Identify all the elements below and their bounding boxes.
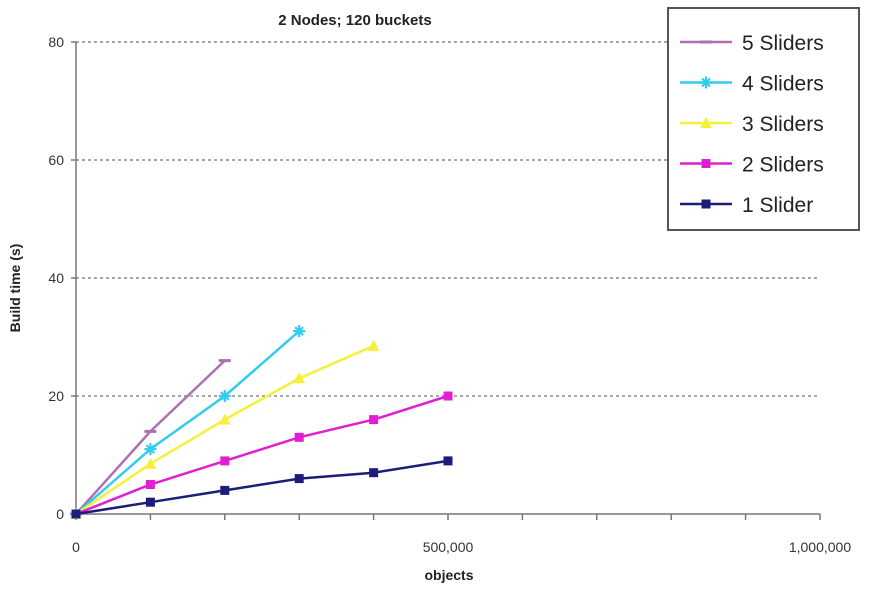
data-point-1-slider (443, 456, 453, 466)
y-tick-label: 60 (48, 152, 64, 168)
x-axis-ticks: 0 500,000 1,000,000 (72, 514, 851, 555)
legend-label: 5 Sliders (742, 32, 824, 55)
data-point-1-slider (294, 474, 304, 484)
legend-item-2-sliders: 2 Sliders (680, 154, 824, 177)
series-1-slider (71, 456, 453, 519)
x-tick-label: 1,000,000 (789, 539, 851, 555)
x-tick-label: 0 (72, 539, 80, 555)
legend-swatch-marker (701, 199, 711, 209)
legend-item-3-sliders: 3 Sliders (680, 113, 824, 136)
y-tick-label: 20 (48, 388, 64, 404)
series-5-sliders (70, 359, 231, 516)
series-line-4-sliders (75, 330, 301, 515)
data-point-1-slider (145, 497, 155, 507)
legend-label: 1 Slider (742, 194, 813, 217)
data-point-3-sliders (367, 339, 380, 351)
y-axis-title: Build time (s) (7, 244, 23, 333)
chart-title: 2 Nodes; 120 buckets (278, 12, 431, 29)
data-point-1-slider (71, 509, 81, 519)
legend-label: 2 Sliders (742, 154, 824, 177)
series-line-2-sliders (75, 394, 449, 516)
data-point-2-sliders (369, 415, 379, 425)
data-point-2-sliders (145, 480, 155, 489)
y-tick-label: 40 (48, 270, 64, 286)
series-lines (70, 325, 453, 520)
legend-swatch-marker (701, 159, 711, 168)
legend-item-4-sliders: 4 Sliders (680, 73, 824, 96)
x-axis-title: objects (424, 567, 473, 583)
legend-swatch-marker (700, 76, 712, 89)
legend-swatch-marker (700, 117, 712, 128)
series-line-5-sliders (75, 359, 226, 515)
y-tick-label: 80 (48, 34, 64, 50)
data-point-1-slider (220, 485, 230, 495)
y-tick-label: 0 (56, 506, 64, 522)
y-axis-ticks: 0 20 40 60 80 (48, 34, 76, 522)
data-point-2-sliders (220, 456, 230, 466)
series-line-1-slider (75, 459, 449, 516)
series-4-sliders (70, 325, 306, 520)
data-point-4-sliders (218, 390, 231, 402)
data-point-3-sliders (218, 413, 231, 425)
data-point-3-sliders (144, 457, 157, 469)
legend-box (667, 7, 860, 231)
legend-item-1-slider: 1 Slider (680, 194, 813, 217)
data-point-2-sliders (294, 432, 304, 442)
data-point-1-slider (369, 468, 379, 478)
data-point-4-sliders (293, 325, 306, 338)
legend-item-5-sliders: 5 Sliders (680, 32, 824, 55)
x-tick-label: 500,000 (423, 539, 474, 555)
legend-label: 4 Sliders (742, 73, 824, 96)
data-point-2-sliders (443, 391, 453, 401)
data-point-3-sliders (293, 372, 306, 384)
data-point-4-sliders (144, 443, 157, 456)
legend-label: 3 Sliders (742, 113, 824, 136)
legend: 5 Sliders 4 Sliders 3 Sliders 2 Sliders 1 Sl… (667, 7, 860, 231)
